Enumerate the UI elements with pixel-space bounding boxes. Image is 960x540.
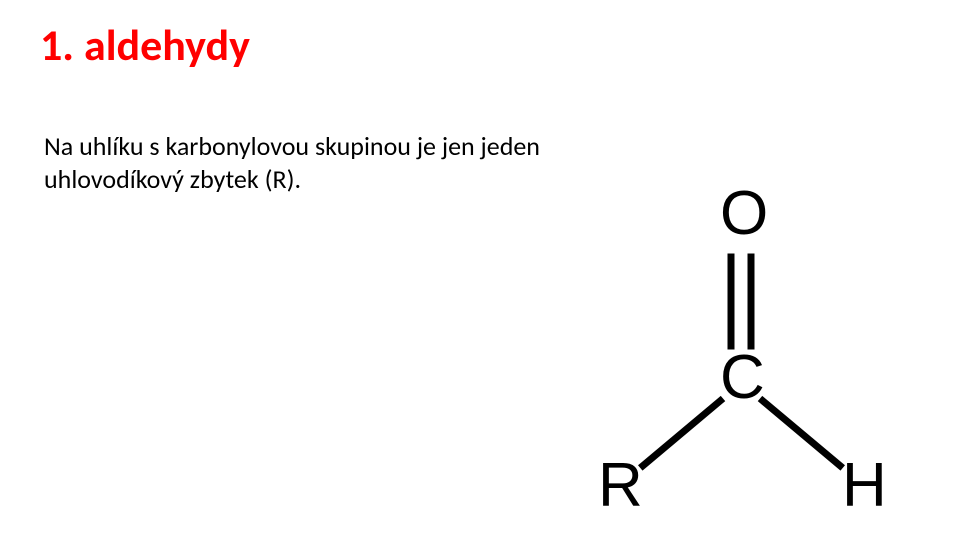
- atom-oxygen: O: [720, 178, 768, 249]
- slide: 1. aldehydy Na uhlíku s karbonylovou sku…: [0, 0, 960, 540]
- aldehyde-structure-diagram: O C R H: [570, 170, 900, 510]
- atom-hydrogen: H: [842, 450, 887, 521]
- bond-c-o-double-2: [748, 254, 755, 350]
- atom-r-group: R: [598, 450, 643, 521]
- bond-c-r: [638, 396, 725, 471]
- atom-carbon: C: [720, 342, 765, 413]
- slide-title: 1. aldehydy: [40, 18, 250, 72]
- bond-c-h: [758, 396, 845, 471]
- slide-body-text: Na uhlíku s karbonylovou skupinou je jen…: [44, 130, 564, 195]
- bond-c-o-double-1: [728, 254, 735, 350]
